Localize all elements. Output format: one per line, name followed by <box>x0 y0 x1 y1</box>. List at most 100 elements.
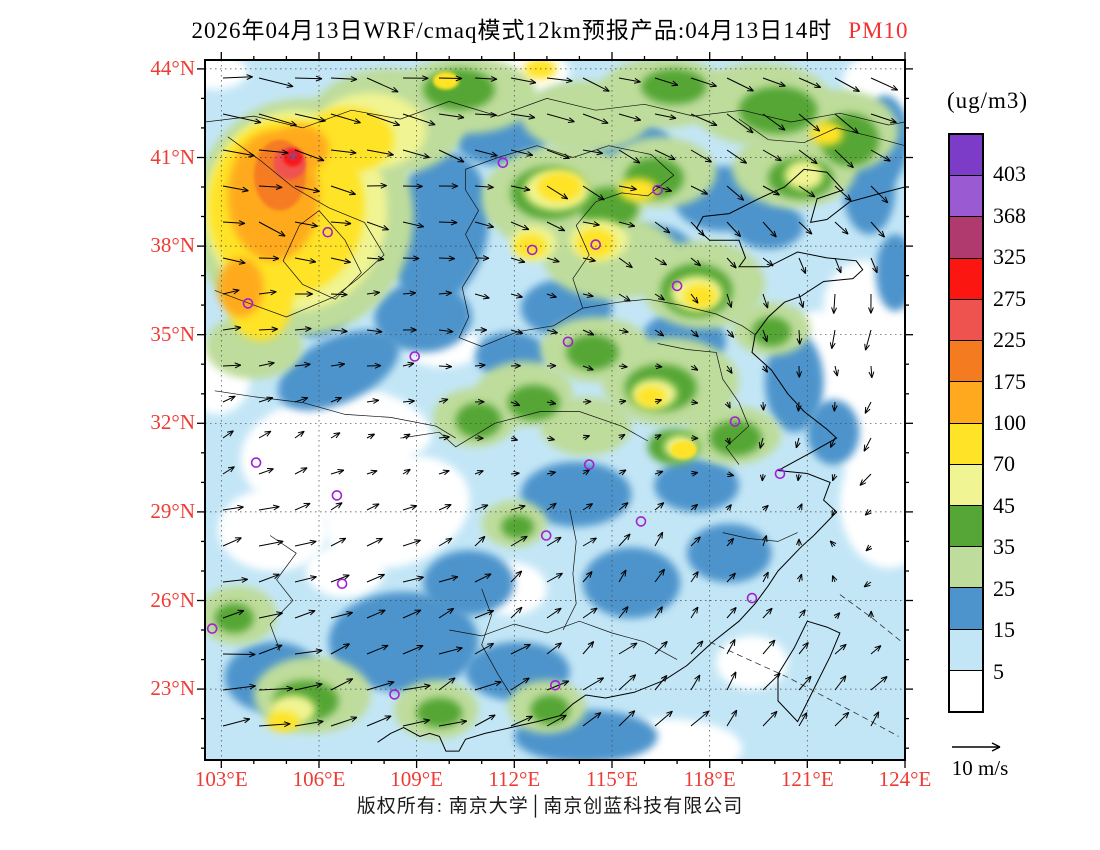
wind-arrow <box>258 77 294 88</box>
wind-arrow <box>366 149 394 157</box>
wind-arrow <box>546 435 555 442</box>
colorbar-segment <box>950 340 982 382</box>
lon-tick-label: 115°E <box>586 767 638 791</box>
wind-arrow <box>618 363 628 370</box>
wind-arrow <box>330 291 348 298</box>
wind-arrow <box>330 678 354 691</box>
colorbar-segment <box>950 175 982 217</box>
lat-tick-label: 35°N <box>150 321 195 346</box>
wind-arrow <box>690 149 712 163</box>
wind-arrow <box>654 113 677 120</box>
colorbar-segment <box>950 504 982 547</box>
colorbar-level-label: 25 <box>993 575 1015 601</box>
map-frame <box>197 52 913 768</box>
wind-arrow <box>402 361 415 368</box>
wind-arrow <box>864 509 872 516</box>
wind-arrow <box>690 571 699 583</box>
wind-arrow <box>724 437 731 445</box>
city-marker <box>540 530 552 541</box>
wind-arrow <box>834 149 854 169</box>
wind-arrow <box>690 503 699 511</box>
wind-arrow <box>258 396 274 403</box>
colorbar-segment <box>950 422 982 464</box>
wind-arrow <box>546 221 566 232</box>
wind-arrow <box>833 612 841 619</box>
wind-arrow <box>582 537 597 547</box>
wind-arrow <box>330 149 357 156</box>
colorbar-segment <box>950 216 982 258</box>
wind-arrow <box>798 185 816 198</box>
wind-arrow <box>582 712 602 727</box>
wind-arrow <box>726 221 742 238</box>
wind-arrow <box>618 606 629 619</box>
wind-arrow <box>762 293 769 309</box>
wind-arrow <box>726 365 733 374</box>
wind-arrow <box>795 437 801 449</box>
wind-arrow <box>294 539 317 547</box>
wind-arrow <box>330 537 347 547</box>
wind-arrow <box>510 113 536 120</box>
city-marker <box>389 689 400 700</box>
wind-arrow <box>366 182 387 189</box>
wind-arrow <box>762 185 780 196</box>
wind-arrow <box>474 573 492 583</box>
wind-arrow <box>258 430 272 439</box>
wind-arrow <box>762 571 769 583</box>
wind-arrow <box>510 400 521 407</box>
city-marker <box>549 679 561 691</box>
wind-arrow <box>222 537 242 547</box>
wind-arrow <box>863 581 872 588</box>
wind-arrow <box>510 362 521 369</box>
wind-arrow <box>798 221 813 235</box>
colorbar-segment <box>950 628 982 670</box>
wind-arrow <box>582 185 605 201</box>
wind-arrow <box>294 257 317 264</box>
wind-arrow <box>222 609 245 619</box>
wind-arrow <box>690 77 717 88</box>
wind-arrow <box>618 398 627 405</box>
wind-arrow <box>618 149 641 164</box>
wind-arrow <box>294 361 311 368</box>
colorbar-level-label: 15 <box>993 617 1015 643</box>
wind-arrow <box>438 363 453 370</box>
wind-arrow <box>690 399 699 406</box>
wind-arrow <box>618 569 627 583</box>
wind-arrow <box>294 221 318 229</box>
wind-arrow <box>402 327 417 333</box>
wind-arrow <box>366 255 385 262</box>
wind-arrow <box>258 361 275 367</box>
wind-arrow <box>222 288 240 295</box>
wind-arrow <box>474 149 498 158</box>
city-marker <box>635 516 647 527</box>
wind-arrow <box>725 504 732 511</box>
wind-arrow <box>834 711 850 727</box>
wind-arrow <box>690 536 701 547</box>
wind-arrow <box>402 468 411 475</box>
wind-arrow <box>618 113 642 122</box>
wind-arrow <box>618 185 637 192</box>
wind-arrow <box>438 255 456 262</box>
wind-arrow <box>654 77 679 87</box>
maritime-dashed-borders <box>709 594 902 737</box>
wind-arrow <box>474 609 495 619</box>
wind-arrow <box>654 606 663 619</box>
wind-arrow <box>690 113 718 126</box>
wind-arrow <box>761 365 769 373</box>
wind-arrow <box>510 257 526 264</box>
wind-arrow <box>798 293 805 309</box>
wind-arrow <box>726 709 738 727</box>
wind-arrow <box>330 611 354 619</box>
wind-arrow <box>294 467 308 475</box>
wind-arrow <box>330 397 342 403</box>
wind-arrow <box>474 221 495 229</box>
wind-arrow <box>582 77 610 92</box>
wind-arrow <box>870 77 899 91</box>
wind-arrow <box>834 675 847 691</box>
wind-arrow <box>726 606 737 619</box>
wind-arrow <box>438 290 453 297</box>
wind-arrow <box>618 257 633 269</box>
wind-arrow <box>222 504 244 511</box>
wind-arrow <box>762 257 774 267</box>
wind-arrow <box>582 641 595 655</box>
wind-arrow <box>438 219 458 226</box>
